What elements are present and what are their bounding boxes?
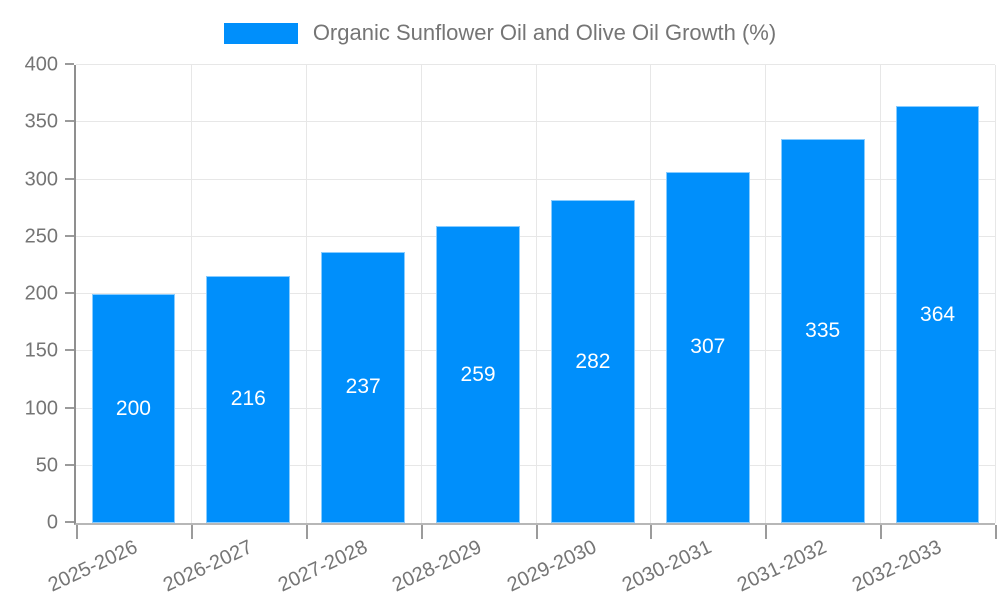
x-tick-label: 2031-2032 <box>733 536 830 597</box>
bar-value-label: 200 <box>115 396 151 420</box>
y-tick-label: 250 <box>24 225 58 248</box>
bar-slot: 335 <box>765 65 880 523</box>
bar-value-label: 259 <box>460 362 496 386</box>
x-axis-tick <box>76 525 78 539</box>
v-gridline <box>650 65 652 523</box>
x-axis-tick <box>650 525 653 539</box>
y-tick-label: 50 <box>35 454 58 477</box>
y-tick-label: 200 <box>24 282 58 305</box>
y-tick-label: 400 <box>24 53 58 76</box>
x-axis-tick <box>880 525 883 539</box>
y-axis-tick <box>65 349 74 352</box>
bar-value-label: 335 <box>805 319 841 343</box>
x-tick-label: 2028-2029 <box>389 536 486 597</box>
x-tick-label: 2032-2033 <box>848 536 945 597</box>
bar-value-label: 307 <box>690 335 726 359</box>
bar-2030-2031[interactable]: 307 <box>665 171 750 523</box>
bar-2029-2030[interactable]: 282 <box>551 200 635 523</box>
x-tick-label: 2030-2031 <box>619 536 716 597</box>
bar-2026-2027[interactable]: 216 <box>206 275 291 523</box>
h-gridline <box>76 64 995 65</box>
bar-slot: 307 <box>650 65 765 523</box>
bar-slot: 200 <box>76 65 191 523</box>
x-tick-label: 2029-2030 <box>504 536 601 597</box>
x-tick-label: 2025-2026 <box>44 536 141 597</box>
bar-slot: 282 <box>536 65 651 523</box>
bar-slot: 364 <box>880 65 995 523</box>
bar-2031-2032[interactable]: 335 <box>780 139 865 523</box>
v-gridline <box>880 65 882 523</box>
legend-swatch-icon <box>223 22 298 44</box>
x-axis-tick <box>190 525 193 539</box>
x-axis-tick <box>995 525 997 539</box>
x-axis-tick <box>305 525 308 539</box>
plot-area: 200 216 237 259 282 307 335 364 <box>65 63 997 539</box>
y-axis-tick <box>65 292 74 294</box>
x-axis-tick <box>535 525 538 539</box>
bar-slot: 237 <box>306 65 421 523</box>
y-axis-tick <box>65 521 74 523</box>
y-axis-tick <box>65 234 74 237</box>
v-gridline <box>765 65 767 523</box>
bar-slot: 259 <box>421 65 536 523</box>
bar-value-label: 216 <box>230 387 266 411</box>
y-tick-label: 350 <box>24 110 58 133</box>
y-tick-label: 0 <box>46 511 58 534</box>
y-axis-tick <box>65 63 74 65</box>
x-tick-label: 2026-2027 <box>159 536 256 597</box>
bar-2028-2029[interactable]: 259 <box>436 226 520 523</box>
bar-value-label: 282 <box>575 349 611 373</box>
bar-2032-2033[interactable]: 364 <box>895 106 980 523</box>
v-gridline <box>190 65 192 523</box>
bar-value-label: 237 <box>345 375 381 399</box>
v-gridline <box>305 65 307 523</box>
v-gridline <box>420 65 422 523</box>
y-axis-tick <box>65 406 74 409</box>
y-tick-label: 300 <box>24 168 58 190</box>
x-axis-tick <box>420 525 423 539</box>
x-tick-label: 2027-2028 <box>274 536 371 597</box>
x-axis-tick <box>765 525 768 539</box>
v-gridline <box>535 65 537 523</box>
bar-2025-2026[interactable]: 200 <box>91 294 176 523</box>
v-gridline <box>995 65 996 523</box>
y-tick-label: 100 <box>24 397 58 419</box>
bar-slot: 216 <box>191 65 306 523</box>
y-axis-tick <box>65 177 74 180</box>
y-tick-label: 150 <box>24 339 58 362</box>
legend[interactable]: Organic Sunflower Oil and Olive Oil Grow… <box>0 20 1000 46</box>
bar-2027-2028[interactable]: 237 <box>321 251 406 523</box>
y-axis-tick <box>65 120 74 123</box>
bar-value-label: 364 <box>920 302 956 326</box>
legend-label: Organic Sunflower Oil and Olive Oil Grow… <box>312 20 777 45</box>
y-axis-tick <box>65 463 74 466</box>
